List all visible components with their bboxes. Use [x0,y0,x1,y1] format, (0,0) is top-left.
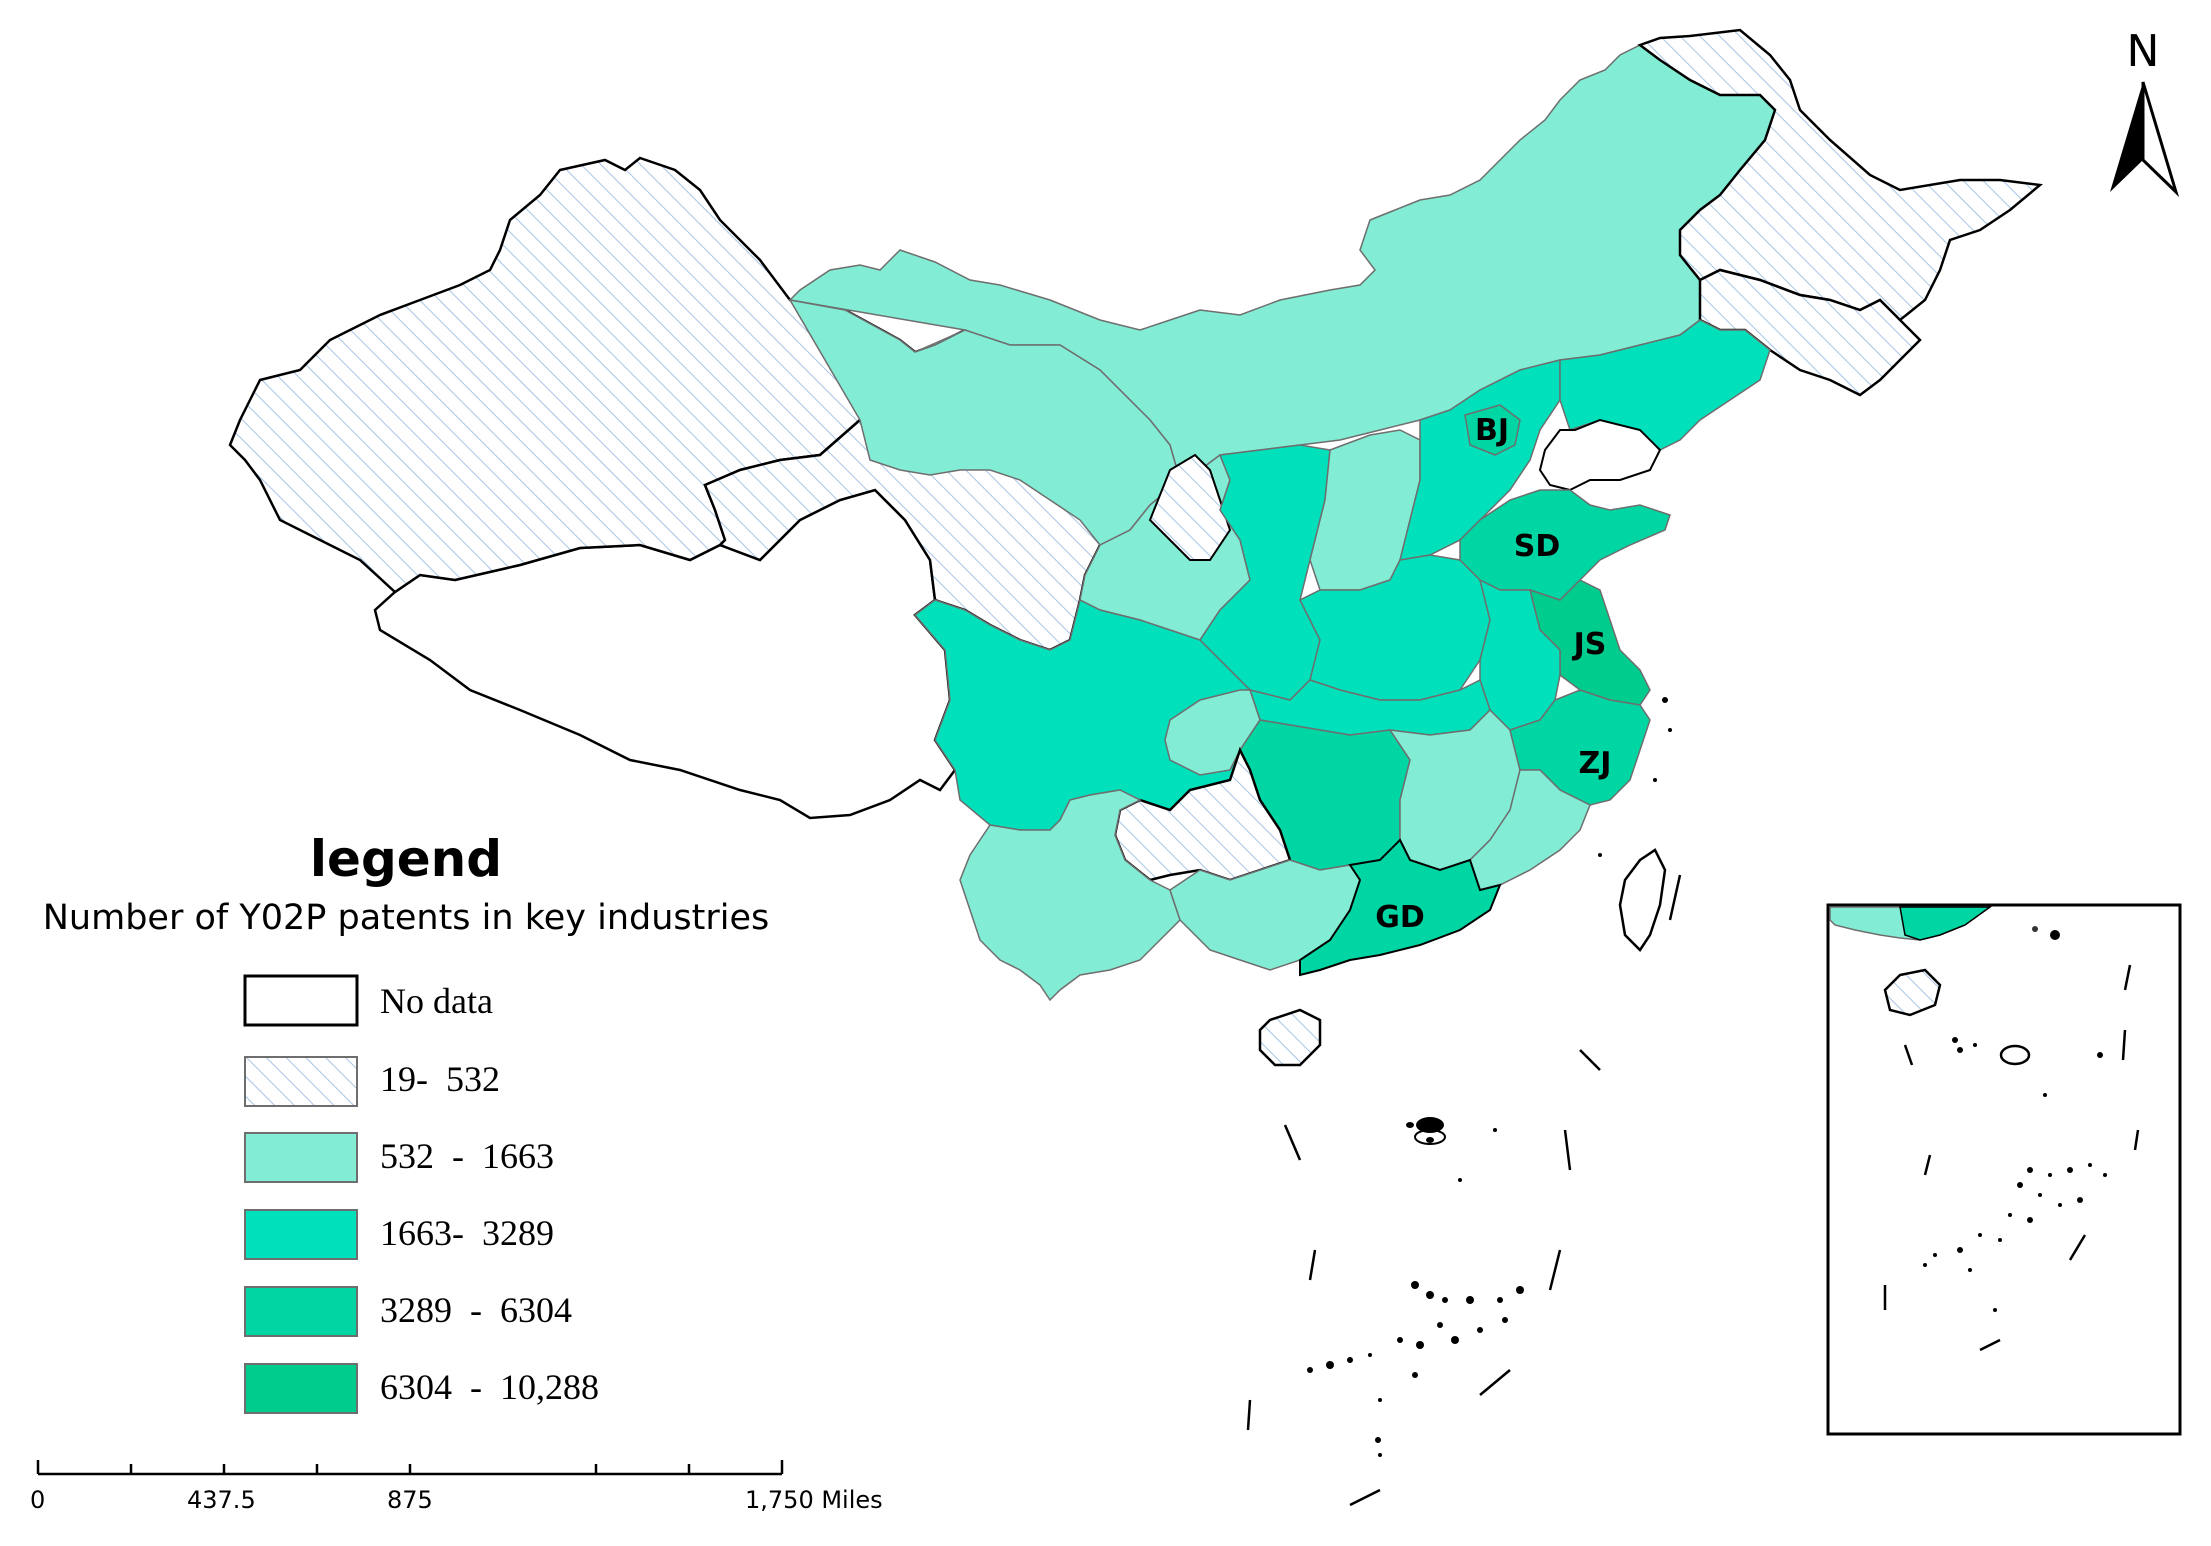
coastal-islands [1598,697,1672,857]
legend-swatch-532-1663 [244,1132,358,1183]
region-hebei [1398,359,1561,561]
province-label-zj: ZJ [1579,746,1612,781]
legend-title: legend [309,830,503,888]
inset-map-south-china-sea [1826,903,2182,1436]
legend-label-3289-6304: 3289 - 6304 [380,1290,572,1330]
bohai-sea [1538,418,1662,492]
region-hainan [1258,1008,1322,1067]
island-dongsha [1414,1129,1446,1145]
north-arrow: N [2110,26,2180,198]
scale-label-875: 875 [387,1486,433,1514]
scale-bar [36,1460,784,1476]
legend-swatch-3289-6304 [244,1286,358,1337]
legend-swatch-1663-3289 [244,1209,358,1260]
province-label-js: JS [1572,627,1607,662]
scale-label-437-5: 437.5 [187,1486,256,1514]
province-label-gd: GD [1375,900,1425,935]
legend-subtitle: Number of Y02P patents in key industries [42,898,770,938]
region-beijing [1464,404,1521,456]
province-label-sd: SD [1514,529,1561,564]
legend-swatch-19-532 [244,1056,358,1107]
legend-label-19-532: 19- 532 [380,1059,500,1099]
region-xinjiang [228,156,917,594]
legend-label-6304-10288: 6304 - 10,288 [380,1367,599,1407]
islands-main [1307,1117,1524,1457]
region-yunnan [959,789,1181,1002]
scale-label-1750-miles: 1,750 Miles [745,1486,883,1514]
region-taiwan [1618,848,1667,952]
region-ningxia [1148,453,1232,561]
legend-label-1663-3289: 1663- 3289 [380,1213,554,1253]
scale-label-0: 0 [30,1486,46,1514]
region-guangdong [1299,838,1502,977]
legend-label-nodata: No data [380,981,493,1021]
province-label-bj: BJ [1475,413,1509,448]
legend-swatch-nodata [243,974,359,1027]
north-arrow-label: N [2127,26,2160,77]
south-china-sea-lines [1246,874,1682,1507]
legend-label-532-1663: 532 - 1663 [380,1136,554,1176]
north-arrow-icon [2110,82,2143,192]
legend-swatch-6304-10288 [244,1363,358,1414]
